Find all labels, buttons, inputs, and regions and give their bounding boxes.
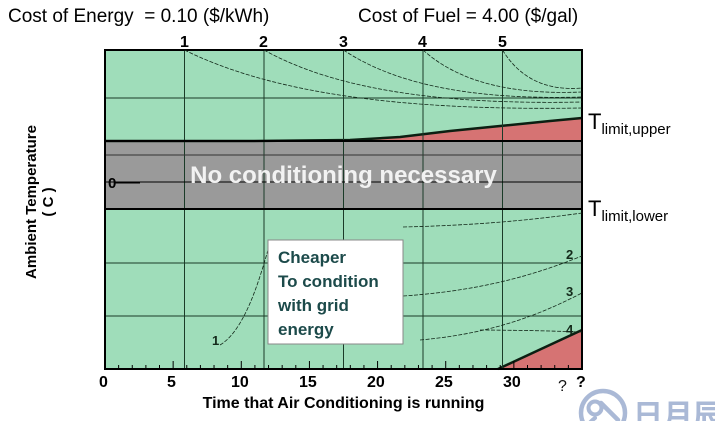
svg-text:日月辰: 日月辰: [633, 391, 715, 421]
